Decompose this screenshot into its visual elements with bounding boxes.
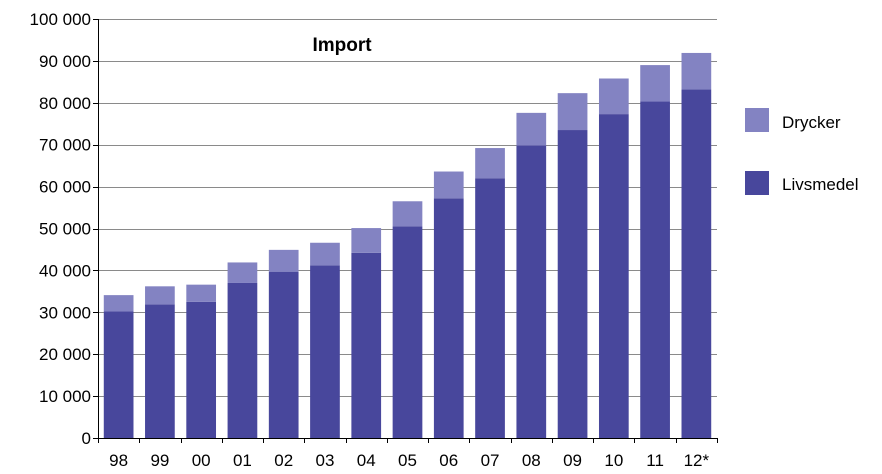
y-axis-tick-labels: 0 10 000 20 000 30 000 40 000 50 000 60 000 70 … (30, 10, 91, 448)
bar-livsmedel-00 (186, 301, 217, 438)
y-tick-label: 90 000 (39, 52, 91, 71)
bar-drycker-12star (681, 52, 712, 90)
bar-livsmedel-05 (392, 226, 423, 438)
bar-livsmedel-12star (681, 89, 712, 438)
x-tick-label: 03 (316, 451, 335, 469)
x-tick-label: 01 (233, 451, 252, 469)
x-tick-label: 10 (604, 451, 623, 469)
y-tick-label: 50 000 (39, 220, 91, 239)
x-tick-label: 11 (646, 451, 664, 469)
bar-drycker-04 (351, 228, 382, 253)
bar-livsmedel-01 (227, 282, 258, 438)
x-axis-tick-labels: 98 99 00 01 02 03 04 05 06 07 08 09 10 11 12* (109, 451, 710, 470)
x-tick-label: 08 (522, 451, 541, 469)
x-tick-label: 07 (481, 451, 500, 469)
bar-livsmedel-09 (557, 130, 588, 439)
y-tick-label: 30 000 (39, 303, 91, 322)
x-tick-label: 98 (109, 451, 128, 469)
y-tick-label: 20 000 (39, 345, 91, 364)
bar-drycker-06 (433, 171, 464, 199)
bar-livsmedel-06 (433, 198, 464, 438)
bar-livsmedel-04 (351, 252, 382, 438)
bars (103, 52, 712, 439)
x-tick-label: 05 (398, 451, 417, 469)
bar-drycker-03 (310, 242, 340, 266)
bar-livsmedel-98 (103, 311, 134, 438)
bar-drycker-08 (516, 112, 547, 146)
bar-drycker-01 (227, 262, 258, 283)
bar-livsmedel-02 (268, 271, 299, 438)
x-tick-label: 00 (192, 451, 211, 469)
bar-livsmedel-99 (145, 304, 175, 438)
x-tick-label: 02 (274, 451, 293, 469)
bar-drycker-00 (186, 284, 217, 302)
bar-livsmedel-10 (598, 114, 629, 439)
y-tick-label: 80 000 (39, 94, 91, 113)
y-tick-label: 10 000 (39, 387, 91, 406)
legend: Drycker Livsmedel (745, 108, 859, 195)
legend-label-livsmedel: Livsmedel (782, 175, 859, 194)
legend-label-drycker: Drycker (782, 113, 841, 132)
x-tick-label: 99 (150, 451, 169, 469)
y-tick-label: 70 000 (39, 136, 91, 155)
bar-drycker-02 (268, 249, 299, 272)
x-tick-label: 12* (684, 451, 710, 469)
bar-livsmedel-08 (516, 145, 547, 439)
x-tick-label: 04 (357, 451, 376, 469)
y-tick-label: 100 000 (30, 10, 91, 29)
bar-drycker-10 (598, 78, 629, 115)
bar-livsmedel-07 (475, 178, 505, 438)
y-tick-label: 40 000 (39, 261, 91, 280)
bar-drycker-09 (557, 93, 588, 131)
bar-livsmedel-11 (640, 101, 670, 438)
bar-drycker-07 (475, 148, 505, 179)
bar-drycker-11 (640, 65, 670, 102)
bar-livsmedel-03 (310, 265, 340, 438)
chart-title: Import (312, 35, 372, 56)
legend-swatch-livsmedel (745, 171, 769, 195)
legend-swatch-drycker (745, 108, 769, 132)
x-tick-label: 09 (563, 451, 582, 469)
bar-drycker-05 (392, 201, 423, 227)
bar-drycker-98 (103, 295, 134, 312)
bar-drycker-99 (145, 286, 175, 305)
y-tick-label: 0 (82, 429, 91, 448)
y-tick-label: 60 000 (39, 178, 91, 197)
axes (93, 19, 718, 443)
x-tick-label: 06 (439, 451, 458, 469)
